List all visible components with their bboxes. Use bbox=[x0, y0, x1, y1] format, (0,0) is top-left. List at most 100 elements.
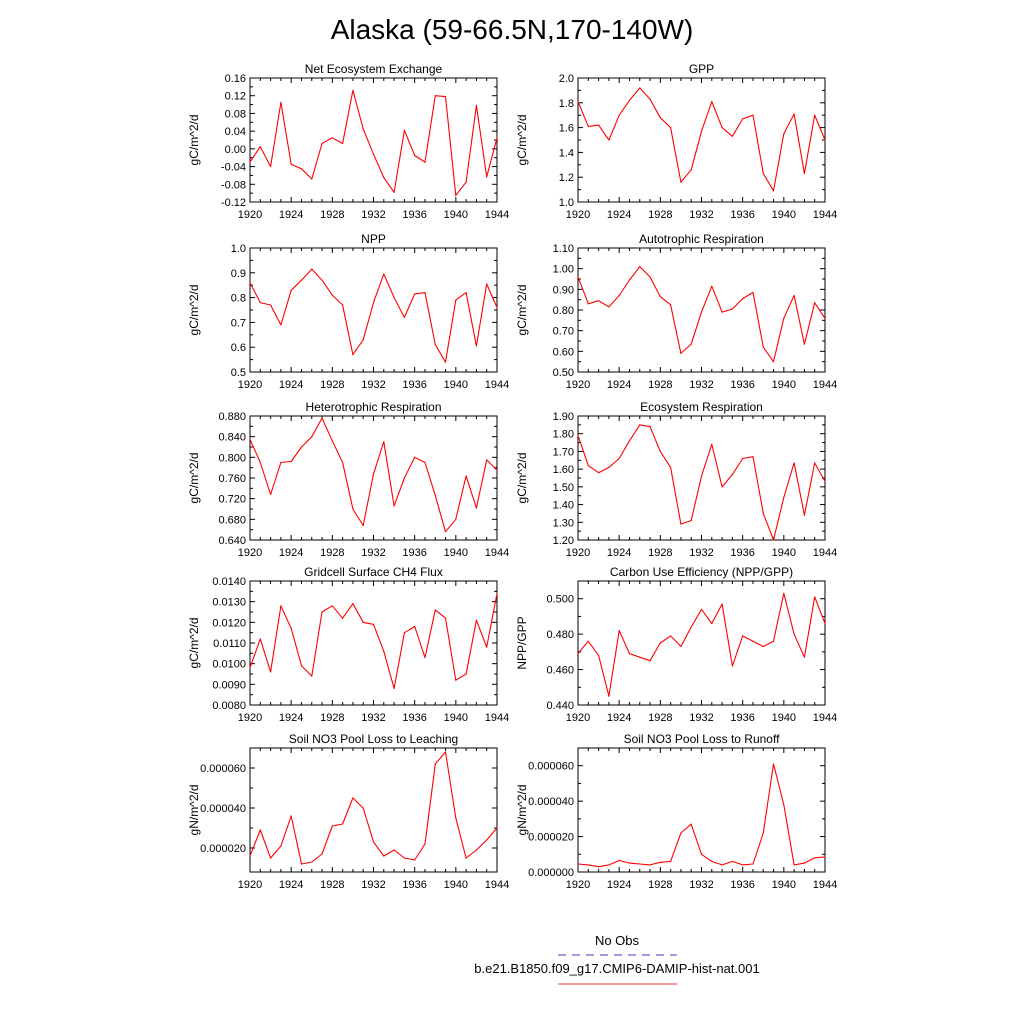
data-point bbox=[608, 139, 610, 141]
data-point bbox=[455, 518, 457, 520]
data-point bbox=[659, 642, 661, 644]
panel-title: Heterotrophic Respiration bbox=[305, 400, 441, 414]
data-point bbox=[659, 117, 661, 119]
y-tick-label: 1.90 bbox=[553, 411, 574, 423]
data-point bbox=[383, 855, 385, 857]
data-point bbox=[762, 512, 764, 515]
x-tick-label: 1932 bbox=[361, 209, 385, 221]
x-tick-label: 1940 bbox=[444, 879, 468, 891]
data-point bbox=[752, 863, 754, 865]
data-point bbox=[362, 128, 364, 130]
data-point bbox=[393, 505, 395, 507]
data-point bbox=[331, 440, 333, 442]
data-point bbox=[772, 361, 775, 363]
data-point bbox=[721, 864, 723, 866]
data-point bbox=[269, 857, 272, 859]
data-point bbox=[331, 137, 333, 139]
x-tick-label: 1936 bbox=[402, 379, 426, 391]
data-point bbox=[597, 124, 600, 126]
data-point bbox=[639, 266, 641, 268]
data-point bbox=[659, 861, 661, 863]
chart-panels: Net Ecosystem Exchange 1920 1924 1928 1932 19… bbox=[187, 62, 837, 891]
data-point bbox=[362, 339, 364, 341]
y-tick-label: 1.40 bbox=[553, 500, 574, 512]
y-tick-label: 1.2 bbox=[559, 172, 574, 184]
series-line bbox=[249, 593, 498, 690]
series-line bbox=[577, 424, 826, 541]
x-tick-label: 1932 bbox=[689, 209, 713, 221]
data-point bbox=[455, 194, 457, 196]
x-tick-label: 1936 bbox=[730, 209, 754, 221]
data-point bbox=[259, 461, 261, 464]
data-point bbox=[486, 646, 488, 648]
x-tick-label: 1940 bbox=[772, 209, 796, 221]
data-point bbox=[290, 627, 292, 630]
y-tick-label: 1.60 bbox=[553, 464, 574, 476]
data-point bbox=[362, 621, 364, 623]
data-point bbox=[639, 424, 641, 426]
data-point bbox=[331, 605, 333, 607]
data-point bbox=[269, 493, 272, 496]
data-point bbox=[393, 191, 395, 193]
data-point bbox=[311, 268, 313, 270]
data-point bbox=[608, 306, 610, 308]
y-axis-label: gC/m^2/d bbox=[515, 285, 529, 336]
data-point bbox=[762, 645, 764, 648]
data-point bbox=[690, 626, 692, 628]
x-tick-label: 1940 bbox=[772, 879, 796, 891]
panel-title: Soil NO3 Pool Loss to Runoff bbox=[624, 732, 781, 746]
y-tick-label: 0.04 bbox=[225, 126, 246, 138]
data-point bbox=[700, 130, 703, 132]
x-tick-label: 1924 bbox=[607, 712, 631, 724]
y-tick-label: 0.640 bbox=[218, 535, 246, 547]
series-line bbox=[577, 266, 826, 363]
x-tick-label: 1932 bbox=[689, 547, 713, 559]
data-point bbox=[249, 667, 251, 669]
data-point bbox=[803, 514, 806, 516]
data-point bbox=[721, 127, 723, 129]
x-tick-label: 1940 bbox=[772, 379, 796, 391]
data-point bbox=[587, 125, 589, 127]
data-point bbox=[731, 860, 733, 862]
data-point bbox=[444, 361, 447, 363]
data-point bbox=[465, 857, 467, 859]
panel-title: GPP bbox=[689, 62, 714, 76]
data-point bbox=[783, 496, 785, 499]
data-point bbox=[311, 675, 313, 677]
data-point bbox=[742, 457, 744, 460]
x-tick-label: 1940 bbox=[444, 209, 468, 221]
data-point bbox=[259, 146, 261, 148]
data-point bbox=[403, 129, 405, 131]
y-axis-label: NPP/GPP bbox=[515, 616, 529, 669]
x-tick-label: 1924 bbox=[279, 879, 303, 891]
panel-title: Carbon Use Efficiency (NPP/GPP) bbox=[610, 565, 793, 579]
y-tick-label: 2.0 bbox=[559, 73, 574, 85]
data-point bbox=[577, 100, 579, 103]
y-tick-label: 0.6 bbox=[231, 342, 246, 354]
x-tick-label: 1936 bbox=[402, 547, 426, 559]
data-point bbox=[424, 843, 426, 845]
y-tick-label: 1.0 bbox=[559, 197, 574, 209]
data-point bbox=[711, 443, 713, 445]
x-tick-label: 1944 bbox=[485, 712, 509, 724]
y-tick-label: 0.08 bbox=[225, 108, 246, 120]
x-tick-label: 1924 bbox=[607, 547, 631, 559]
x-tick-label: 1940 bbox=[772, 712, 796, 724]
data-point bbox=[639, 87, 641, 89]
data-point bbox=[649, 276, 651, 278]
data-point bbox=[269, 165, 272, 168]
data-point bbox=[321, 853, 323, 855]
x-tick-label: 1928 bbox=[320, 209, 344, 221]
data-point bbox=[300, 279, 303, 281]
x-tick-label: 1920 bbox=[238, 209, 262, 221]
data-point bbox=[680, 181, 682, 183]
data-point bbox=[444, 617, 447, 619]
data-point bbox=[783, 317, 785, 319]
x-tick-label: 1928 bbox=[648, 209, 672, 221]
panel-title: NPP bbox=[361, 232, 386, 246]
y-tick-label: -0.12 bbox=[221, 197, 246, 209]
y-tick-label: 1.10 bbox=[553, 243, 574, 255]
data-point bbox=[577, 863, 579, 865]
data-point bbox=[690, 343, 692, 345]
data-point bbox=[393, 849, 395, 851]
